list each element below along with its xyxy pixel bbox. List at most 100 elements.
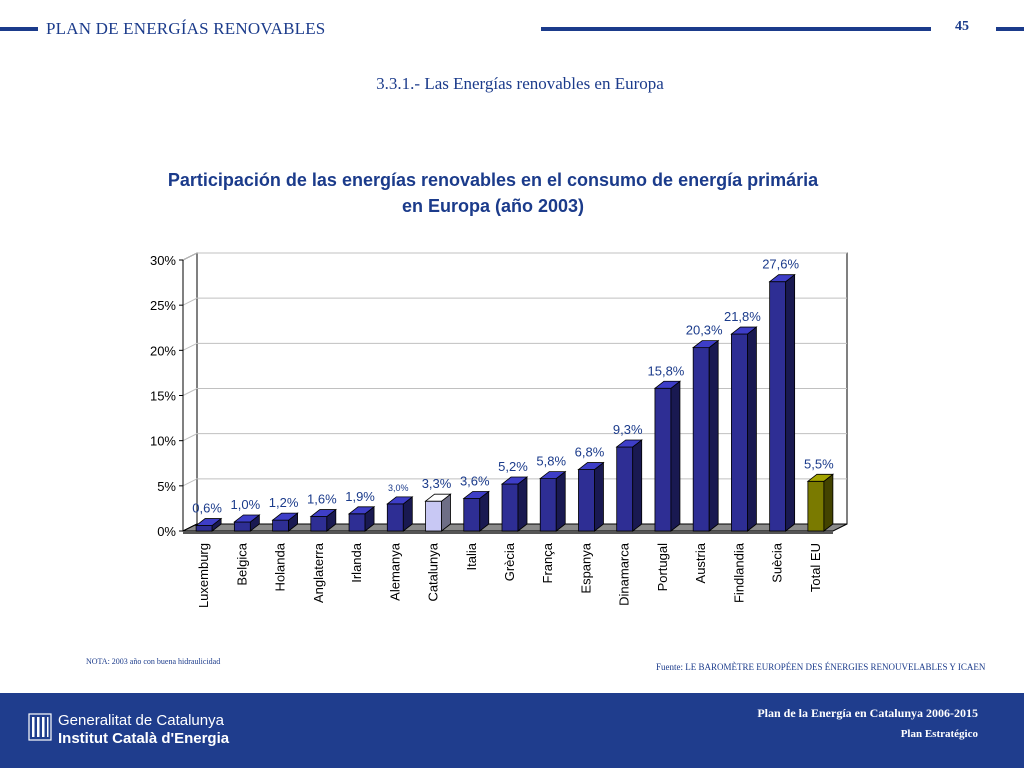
bar-belgica: [233, 514, 261, 532]
category-label: Grècia: [502, 542, 517, 581]
bar-front: [386, 503, 404, 532]
category-label: Alemanya: [387, 542, 402, 601]
bar-side: [785, 273, 796, 532]
bar-top: [768, 274, 796, 283]
bar-front: [578, 469, 595, 532]
category-label: Dinamarca: [617, 542, 632, 606]
y-tick-label: 10%: [150, 434, 176, 449]
header-rule-middle: [541, 27, 931, 31]
data-label: 9,3%: [613, 422, 643, 437]
gridline: [182, 388, 847, 396]
bar-top: [539, 471, 567, 480]
bar-front: [692, 347, 710, 532]
y-tick-label: 15%: [150, 389, 176, 404]
bar-italia: [462, 490, 490, 532]
data-label: 1,2%: [269, 495, 299, 510]
institute-name: Institut Català d'Energia: [58, 730, 230, 747]
data-label: 1,0%: [231, 497, 261, 512]
bar-side: [747, 326, 757, 532]
data-label: 27,6%: [762, 257, 799, 272]
category-label: Belgica: [234, 542, 249, 585]
bar-front: [654, 387, 672, 532]
category-label: Total EU: [808, 543, 823, 592]
bar-total-eu: [806, 473, 835, 532]
bar-findlandia: [730, 326, 758, 532]
bar-luxemburg: [194, 517, 223, 532]
bar-front: [616, 446, 634, 532]
header-title: PLAN DE ENERGÍAS RENOVABLES: [46, 19, 326, 38]
category-label: Espanya: [578, 542, 593, 593]
category-label: Italia: [464, 542, 479, 570]
bar-side: [594, 461, 604, 532]
bar-front: [425, 500, 442, 532]
y-tick-label: 20%: [150, 343, 176, 358]
bar-top: [462, 491, 490, 499]
bar-chart: 0% 5% 10% 15% 20% 25% 30% 0,6% Luxemburg 1,0% Bel…: [150, 252, 848, 608]
category-label: Catalunya: [426, 542, 441, 601]
category-label: Luxemburg: [196, 543, 211, 608]
plan-title: Plan de la Energía en Catalunya 2006-201…: [757, 706, 978, 720]
bar-su-cia: [768, 273, 796, 532]
generalitat-emblem-icon: [28, 713, 52, 741]
y-tick-label: 30%: [150, 253, 176, 268]
bar-top: [271, 512, 299, 521]
plot-floor-edge: [183, 531, 833, 534]
bar-top: [194, 518, 223, 526]
category-label: Suècia: [770, 542, 785, 583]
bar-top: [424, 493, 452, 502]
bar-front: [195, 525, 213, 532]
bar-top: [615, 439, 643, 448]
category-label: Holanda: [273, 542, 288, 591]
bar-front: [501, 483, 519, 532]
bar-gr-cia: [500, 476, 529, 532]
data-label: 5,5%: [804, 456, 834, 471]
bar-side: [632, 439, 643, 532]
bar-top: [653, 380, 682, 389]
category-label: Findlandia: [731, 542, 746, 603]
bar-irlanda: [347, 506, 376, 532]
section-title: 3.3.1.- Las Energías renovables en Europ…: [376, 74, 664, 93]
bar-austria: [692, 339, 720, 532]
bar-fran-a: [539, 470, 567, 532]
bar-front: [348, 513, 366, 532]
bar-top: [577, 462, 605, 470]
bar-espanya: [577, 461, 605, 532]
data-label: 5,2%: [498, 459, 528, 474]
bar-front: [807, 480, 825, 532]
bar-top: [730, 326, 758, 335]
gridline: [182, 433, 847, 442]
gridline: [182, 297, 847, 306]
data-label: 0,6%: [192, 501, 222, 516]
bar-top: [386, 496, 414, 505]
bar-front: [769, 281, 787, 532]
y-tick-label: 0%: [157, 524, 176, 539]
bar-front: [233, 521, 251, 532]
footer-bar: Generalitat de Catalunya Institut Català…: [0, 693, 1024, 768]
bar-holanda: [271, 512, 299, 532]
chart-title-line-1: Participación de las energías renovables…: [167, 170, 819, 190]
plan-subtitle: Plan Estratégico: [900, 728, 978, 740]
data-label: 3,3%: [422, 476, 452, 491]
bar-side: [517, 476, 528, 532]
data-label: 5,8%: [536, 454, 566, 469]
bar-front: [310, 516, 328, 532]
data-label: 20,3%: [686, 323, 723, 338]
data-label: 1,6%: [307, 492, 337, 507]
category-label: Anglaterra: [311, 542, 326, 603]
data-label: 15,8%: [648, 363, 685, 378]
bar-top: [233, 514, 261, 523]
bar-top: [500, 476, 529, 485]
bar-catalunya: [424, 493, 452, 532]
bar-side: [823, 473, 834, 532]
bar-top: [347, 506, 376, 515]
chart-title-line-2: en Europa (año 2003): [401, 196, 585, 216]
bar-dinamarca: [615, 439, 643, 532]
bar-alemanya: [386, 496, 414, 532]
bar-top: [806, 473, 835, 482]
data-label: 6,8%: [575, 445, 605, 460]
bar-top: [309, 509, 337, 517]
bar-side: [708, 339, 719, 532]
chart-source: Fuente: LE BAROMÈTRE EUROPÉEN DES ÉNERGI…: [656, 662, 986, 672]
bar-top: [692, 340, 720, 349]
bar-anglaterra: [309, 508, 337, 532]
